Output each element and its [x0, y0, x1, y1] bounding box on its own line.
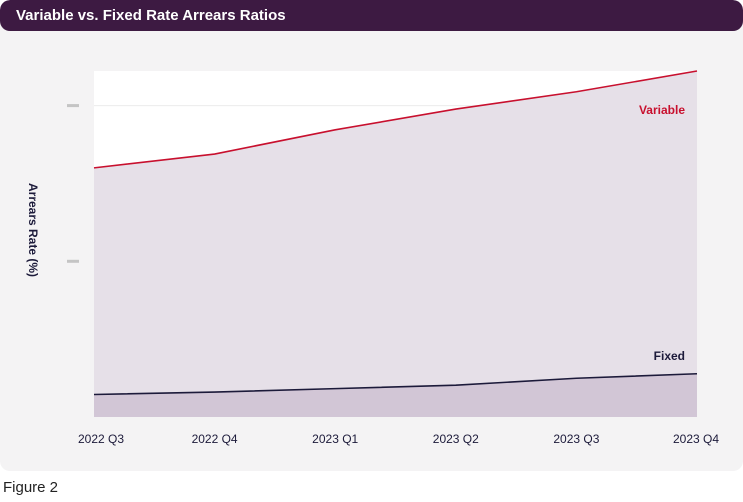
x-tick-label: 2023 Q2	[433, 432, 479, 446]
y-tick-mark	[67, 104, 79, 108]
fixed-area	[94, 373, 697, 417]
y-axis-label: Arrears Rate (%)	[26, 183, 40, 277]
chart-card: Variable vs. Fixed Rate Arrears Ratios 2…	[0, 0, 743, 471]
fixed-line	[93, 372, 698, 396]
x-tick-label: 2022 Q4	[192, 432, 238, 446]
area-chart: 2022 Q3 2022 Q4 2023 Q1 2023 Q2 2023 Q3 2023 …	[26, 70, 719, 446]
title-bar: Variable vs. Fixed Rate Arrears Ratios	[0, 0, 743, 31]
x-tick-label: 2023 Q1	[312, 432, 358, 446]
variable-line	[93, 70, 698, 169]
x-tick-label: 2023 Q3	[553, 432, 599, 446]
x-tick-label: 2022 Q3	[78, 432, 124, 446]
y-tick-mark	[67, 259, 79, 263]
fixed-series-label: Fixed	[654, 349, 685, 363]
variable-series-label: Variable	[639, 103, 685, 117]
chart-title: Variable vs. Fixed Rate Arrears Ratios	[16, 7, 286, 24]
x-tick-label: 2023 Q4	[673, 432, 719, 446]
figure-caption: Figure 2	[3, 479, 59, 496]
variable-area	[94, 71, 697, 417]
